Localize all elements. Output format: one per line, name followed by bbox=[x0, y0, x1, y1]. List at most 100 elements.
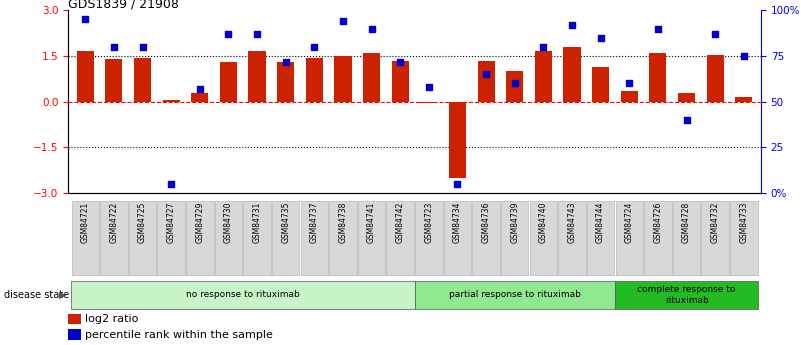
Bar bbox=[68, 329, 81, 340]
Text: GSM84738: GSM84738 bbox=[339, 201, 348, 243]
FancyBboxPatch shape bbox=[644, 201, 671, 275]
FancyBboxPatch shape bbox=[529, 201, 557, 275]
Text: GSM84722: GSM84722 bbox=[110, 201, 119, 243]
Text: GSM84732: GSM84732 bbox=[710, 201, 719, 243]
FancyBboxPatch shape bbox=[615, 201, 643, 275]
Point bbox=[480, 72, 493, 77]
FancyBboxPatch shape bbox=[329, 201, 356, 275]
Bar bbox=[735, 97, 752, 102]
Text: GSM84736: GSM84736 bbox=[481, 201, 490, 243]
FancyBboxPatch shape bbox=[444, 201, 471, 275]
Bar bbox=[706, 55, 724, 102]
Text: GSM84728: GSM84728 bbox=[682, 201, 691, 243]
Point bbox=[594, 35, 607, 41]
FancyBboxPatch shape bbox=[415, 201, 443, 275]
Point bbox=[509, 81, 521, 86]
Text: GSM84739: GSM84739 bbox=[510, 201, 519, 243]
FancyBboxPatch shape bbox=[473, 201, 500, 275]
Bar bbox=[392, 61, 409, 102]
FancyBboxPatch shape bbox=[730, 201, 758, 275]
Text: ▶: ▶ bbox=[58, 290, 66, 300]
Bar bbox=[68, 314, 81, 324]
Bar bbox=[421, 102, 437, 103]
Point bbox=[365, 26, 378, 31]
Bar bbox=[277, 62, 294, 102]
Point bbox=[738, 53, 751, 59]
Point bbox=[537, 44, 549, 50]
FancyBboxPatch shape bbox=[300, 201, 328, 275]
Text: GSM84733: GSM84733 bbox=[739, 201, 748, 243]
Bar bbox=[449, 102, 466, 178]
FancyBboxPatch shape bbox=[702, 201, 729, 275]
Text: GSM84727: GSM84727 bbox=[167, 201, 175, 243]
Text: GSM84731: GSM84731 bbox=[252, 201, 262, 243]
FancyBboxPatch shape bbox=[415, 281, 615, 309]
Bar bbox=[248, 51, 266, 102]
Bar bbox=[334, 56, 352, 102]
FancyBboxPatch shape bbox=[587, 201, 614, 275]
Text: no response to rituximab: no response to rituximab bbox=[186, 290, 300, 299]
FancyBboxPatch shape bbox=[501, 201, 529, 275]
FancyBboxPatch shape bbox=[186, 201, 214, 275]
Point bbox=[680, 117, 693, 123]
Text: GSM84721: GSM84721 bbox=[81, 201, 90, 243]
Bar bbox=[563, 47, 581, 102]
Point bbox=[566, 22, 578, 28]
Text: GSM84724: GSM84724 bbox=[625, 201, 634, 243]
Bar bbox=[678, 92, 695, 102]
Text: GSM84741: GSM84741 bbox=[367, 201, 376, 243]
Bar bbox=[535, 51, 552, 102]
FancyBboxPatch shape bbox=[558, 201, 586, 275]
FancyBboxPatch shape bbox=[215, 201, 242, 275]
Bar bbox=[163, 100, 179, 102]
Text: partial response to rituximab: partial response to rituximab bbox=[449, 290, 581, 299]
Text: GSM84744: GSM84744 bbox=[596, 201, 605, 243]
Point bbox=[394, 59, 407, 64]
FancyBboxPatch shape bbox=[358, 201, 385, 275]
FancyBboxPatch shape bbox=[673, 201, 700, 275]
Point bbox=[422, 85, 435, 90]
Bar bbox=[191, 92, 208, 102]
Point bbox=[136, 44, 149, 50]
Bar bbox=[134, 58, 151, 102]
FancyBboxPatch shape bbox=[71, 281, 415, 309]
Text: GSM84740: GSM84740 bbox=[539, 201, 548, 243]
Text: GSM84735: GSM84735 bbox=[281, 201, 290, 243]
Point bbox=[623, 81, 636, 86]
Text: GSM84726: GSM84726 bbox=[654, 201, 662, 243]
Text: GSM84742: GSM84742 bbox=[396, 201, 405, 243]
Text: GSM84743: GSM84743 bbox=[567, 201, 577, 243]
FancyBboxPatch shape bbox=[158, 201, 185, 275]
Bar bbox=[650, 53, 666, 102]
Point bbox=[251, 31, 264, 37]
FancyBboxPatch shape bbox=[386, 201, 414, 275]
Point bbox=[78, 17, 91, 22]
Bar bbox=[77, 51, 94, 102]
Text: GSM84737: GSM84737 bbox=[310, 201, 319, 243]
Bar bbox=[506, 71, 523, 102]
FancyBboxPatch shape bbox=[71, 201, 99, 275]
Text: percentile rank within the sample: percentile rank within the sample bbox=[86, 330, 273, 340]
Text: GDS1839 / 21908: GDS1839 / 21908 bbox=[68, 0, 179, 10]
Text: disease state: disease state bbox=[4, 290, 69, 300]
Bar bbox=[592, 67, 610, 102]
Point bbox=[280, 59, 292, 64]
Point bbox=[222, 31, 235, 37]
Text: GSM84723: GSM84723 bbox=[425, 201, 433, 243]
FancyBboxPatch shape bbox=[244, 201, 271, 275]
Bar bbox=[621, 91, 638, 102]
Text: GSM84725: GSM84725 bbox=[138, 201, 147, 243]
Point bbox=[165, 181, 178, 187]
Bar bbox=[105, 59, 123, 102]
Bar bbox=[363, 53, 380, 102]
Point bbox=[651, 26, 664, 31]
Bar bbox=[219, 62, 237, 102]
Text: GSM84729: GSM84729 bbox=[195, 201, 204, 243]
Text: log2 ratio: log2 ratio bbox=[86, 314, 139, 324]
FancyBboxPatch shape bbox=[129, 201, 156, 275]
Bar bbox=[306, 58, 323, 102]
FancyBboxPatch shape bbox=[272, 201, 300, 275]
Point bbox=[709, 31, 722, 37]
Bar bbox=[477, 61, 495, 102]
Point bbox=[308, 44, 320, 50]
